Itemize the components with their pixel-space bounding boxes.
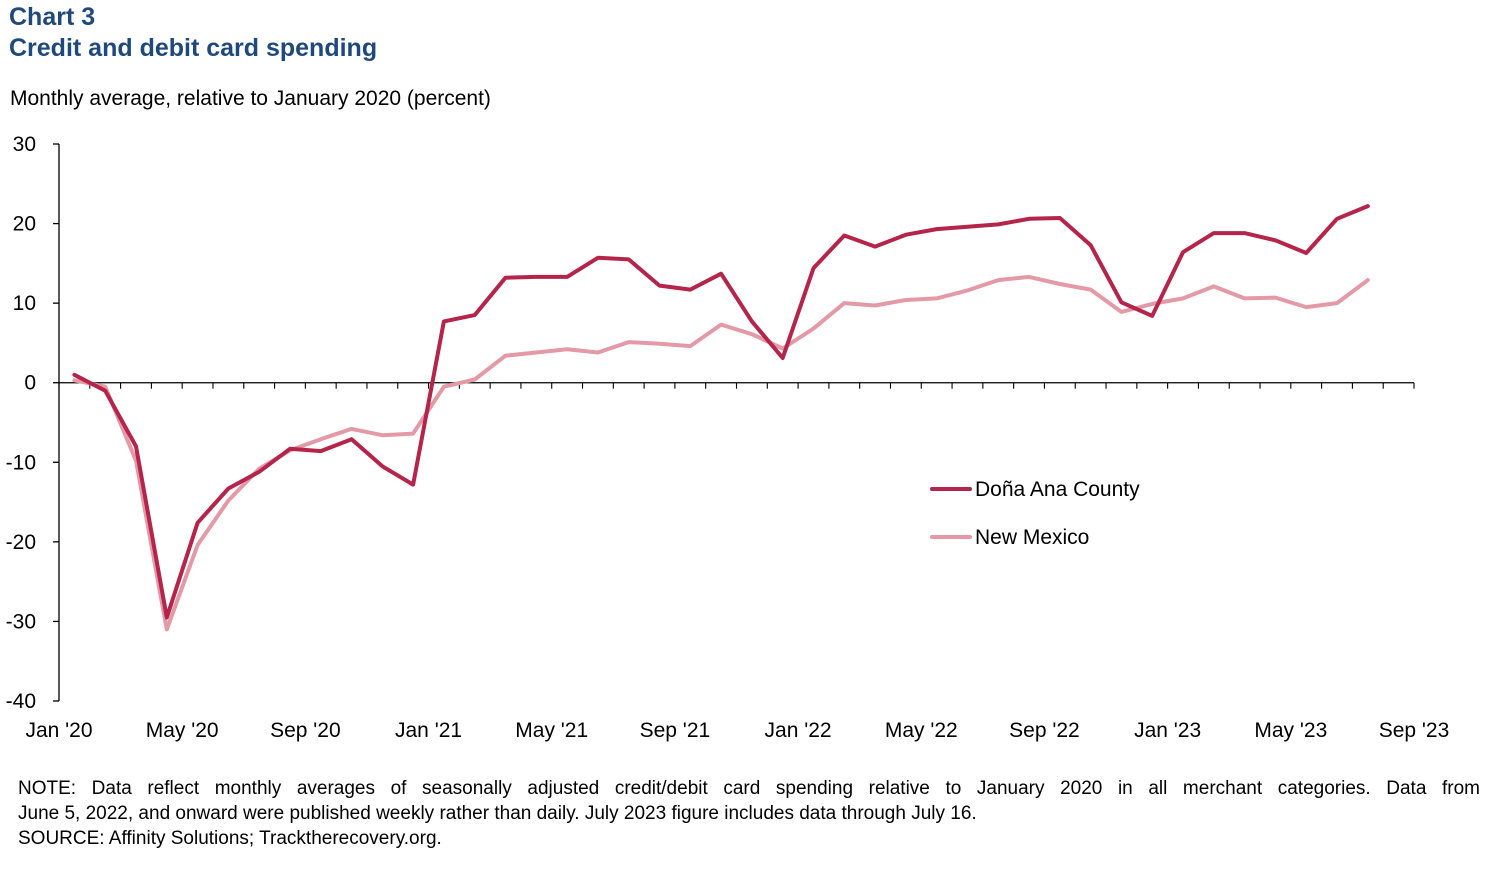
x-tick-label: May '21 bbox=[515, 719, 588, 742]
chart-title: Credit and debit card spending bbox=[9, 34, 378, 62]
y-tick-label: -40 bbox=[6, 690, 36, 713]
x-tick-label: Sep '21 bbox=[640, 719, 711, 742]
y-tick-label: -20 bbox=[6, 531, 36, 554]
x-tick-label: May '23 bbox=[1254, 719, 1327, 742]
x-tick-label: Jan '20 bbox=[25, 719, 92, 742]
series-layer bbox=[72, 204, 1370, 632]
series-line-do-a-ana-county bbox=[72, 204, 1370, 620]
x-tick-label: Sep '22 bbox=[1009, 719, 1080, 742]
y-axis-label: Monthly average, relative to January 202… bbox=[10, 87, 491, 110]
y-tick-label: -10 bbox=[6, 451, 36, 474]
y-tick-label: 30 bbox=[13, 133, 36, 156]
note-line-1: NOTE: Data reflect monthly averages of s… bbox=[18, 778, 1480, 799]
footnote: NOTE: Data reflect monthly averages of s… bbox=[18, 776, 1480, 851]
y-tick-label: -30 bbox=[6, 610, 36, 633]
chart-number: Chart 3 bbox=[9, 3, 96, 31]
legend-label: New Mexico bbox=[975, 526, 1089, 549]
y-tick-label: 0 bbox=[24, 372, 36, 395]
x-tick-label: Jan '21 bbox=[395, 719, 462, 742]
x-tick-label: Sep '20 bbox=[270, 719, 341, 742]
series-line-new-mexico bbox=[72, 274, 1370, 632]
note-line-2: June 5, 2022, and onward were published … bbox=[18, 803, 977, 824]
x-tick-label: Jan '22 bbox=[765, 719, 832, 742]
legend: Doña Ana County New Mexico bbox=[930, 478, 1140, 549]
x-tick-label: Jan '23 bbox=[1134, 719, 1201, 742]
x-tick-label: Sep '23 bbox=[1379, 719, 1450, 742]
axes: 30 20 10 0 -10 -20 -30 -40 Jan '20 May '20 Sep '20… bbox=[6, 133, 1450, 742]
x-tick-label: May '22 bbox=[885, 719, 958, 742]
source-line: SOURCE: Affinity Solutions; Trackthereco… bbox=[18, 828, 442, 849]
legend-label: Doña Ana County bbox=[975, 478, 1140, 501]
y-tick-label: 20 bbox=[13, 213, 36, 236]
y-tick-label: 10 bbox=[13, 292, 36, 315]
x-tick-label: May '20 bbox=[146, 719, 219, 742]
